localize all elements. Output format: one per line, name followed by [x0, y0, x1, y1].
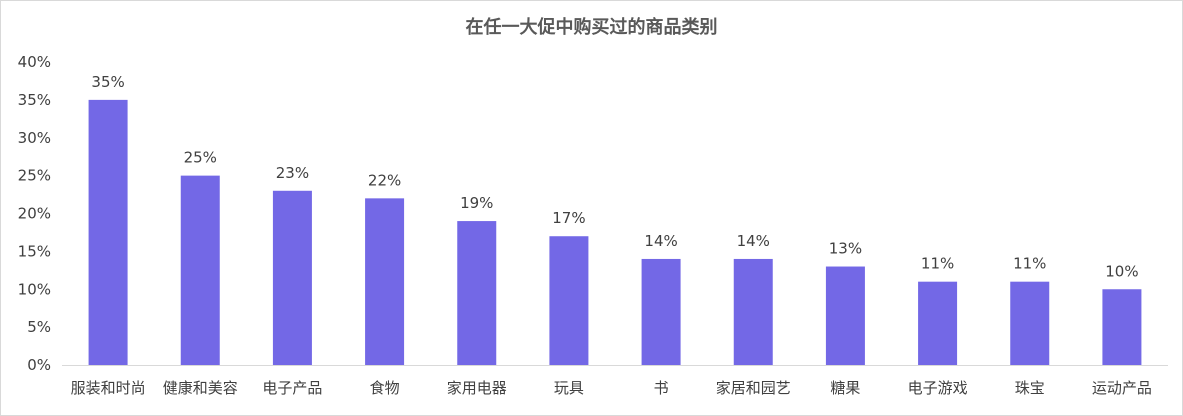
- y-tick-label: 5%: [27, 318, 51, 336]
- y-tick-label: 40%: [18, 53, 51, 71]
- data-label: 19%: [460, 194, 493, 212]
- chart-title: 在任一大促中购买过的商品类别: [465, 17, 718, 38]
- bar: [825, 266, 865, 365]
- bar: [1010, 281, 1050, 365]
- y-tick-label: 30%: [18, 129, 51, 147]
- x-category-label: 家居和园艺: [716, 379, 791, 397]
- y-tick-label: 0%: [27, 356, 51, 374]
- data-label: 17%: [552, 209, 585, 227]
- x-category-label: 珠宝: [1015, 379, 1045, 397]
- y-tick-label: 15%: [18, 242, 51, 260]
- x-category-label: 书: [654, 379, 669, 397]
- data-label: 22%: [368, 171, 401, 189]
- data-label: 14%: [644, 232, 677, 250]
- y-tick-label: 25%: [18, 167, 51, 185]
- data-label: 35%: [91, 73, 124, 91]
- x-category-label: 电子游戏: [908, 379, 968, 397]
- bar: [365, 198, 405, 365]
- data-label: 11%: [1013, 255, 1046, 273]
- bar: [733, 258, 773, 365]
- data-label: 11%: [921, 255, 954, 273]
- y-tick-label: 20%: [18, 205, 51, 223]
- bar: [88, 99, 128, 365]
- x-category-label: 电子产品: [262, 379, 322, 397]
- data-label: 23%: [276, 164, 309, 182]
- x-category-label: 糖果: [830, 379, 860, 397]
- x-category-label: 家用电器: [447, 379, 507, 397]
- data-label: 13%: [829, 240, 862, 258]
- data-label: 14%: [737, 232, 770, 250]
- x-category-label: 食物: [370, 379, 400, 397]
- x-category-label: 服装和时尚: [71, 379, 146, 397]
- data-label: 25%: [184, 149, 217, 167]
- y-tick-label: 10%: [18, 280, 51, 298]
- bar: [1102, 289, 1142, 365]
- bar: [549, 236, 589, 365]
- bar: [272, 190, 312, 365]
- x-category-label: 玩具: [554, 379, 584, 397]
- bar: [918, 281, 958, 365]
- x-category-label: 运动产品: [1092, 379, 1152, 397]
- bar: [457, 221, 497, 365]
- y-tick-label: 35%: [18, 91, 51, 109]
- x-category-label: 健康和美容: [163, 379, 238, 397]
- bar: [180, 175, 220, 365]
- data-label: 10%: [1105, 262, 1138, 280]
- bar: [641, 258, 681, 365]
